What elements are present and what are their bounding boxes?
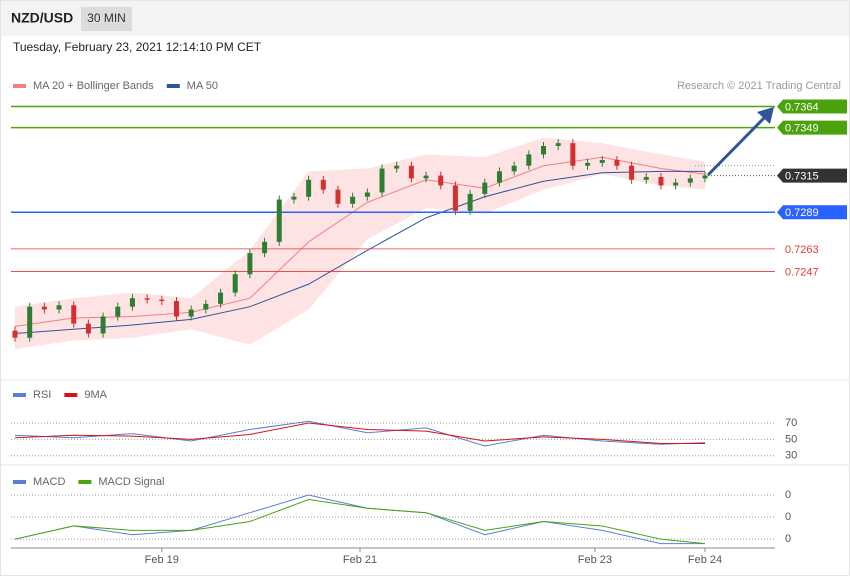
candle-body [41, 306, 47, 310]
candle-body [408, 165, 414, 179]
candle-body [12, 330, 18, 338]
legend-swatch [13, 480, 26, 484]
indicator-line [14, 498, 706, 545]
candle-body [379, 168, 385, 193]
candle-body [673, 182, 679, 186]
candle-body [100, 316, 106, 334]
price-label: 0.7315 [785, 170, 819, 182]
interval-button[interactable] [81, 7, 132, 31]
candle-body [555, 143, 561, 146]
x-tick-label: Feb 24 [688, 554, 722, 566]
timestamp: Tuesday, February 23, 2021 12:14:10 PM C… [13, 40, 262, 54]
legend-label: MACD [33, 476, 65, 488]
candle-body [394, 165, 400, 169]
candle-body [188, 309, 194, 317]
candle-body [570, 143, 576, 166]
x-tick-label: Feb 19 [145, 554, 179, 566]
candle-body [320, 179, 326, 190]
y-tick-label: 0 [785, 489, 791, 501]
legend-swatch [13, 393, 26, 397]
candle-body [643, 176, 649, 180]
price-label: 0.7289 [785, 207, 819, 219]
candle-body [599, 160, 605, 163]
price-label: 0.7349 [785, 123, 819, 135]
candle-body [467, 193, 473, 211]
y-tick-label: 50 [785, 433, 797, 445]
candle-body [438, 175, 444, 186]
legend-swatch [166, 84, 180, 88]
candle-body [291, 196, 297, 200]
candle-body [658, 176, 664, 186]
legend-label: MACD Signal [98, 476, 164, 488]
interval[interactable]: 30 MIN [87, 11, 126, 25]
price-label: 0.7364 [785, 101, 819, 113]
price-label: 0.7247 [785, 266, 819, 278]
candle-body [144, 298, 150, 300]
legend-swatch [78, 480, 92, 484]
candle-body [452, 185, 458, 211]
price-box [777, 205, 847, 220]
arrow-head [757, 107, 774, 124]
candle-body [85, 323, 91, 334]
candle-body [585, 162, 591, 166]
candle-body [496, 171, 502, 183]
price-box [777, 168, 847, 183]
candle-body [232, 274, 238, 293]
bollinger-band [15, 137, 705, 349]
candle-body [482, 182, 488, 194]
x-tick-label: Feb 21 [343, 554, 377, 566]
candle-body [526, 154, 532, 166]
y-tick-label: 70 [785, 417, 797, 429]
y-tick-label: 0 [785, 533, 791, 545]
indicator-line [14, 494, 705, 545]
symbol: NZD/USD [11, 10, 73, 26]
legend-label: 9MA [84, 389, 107, 401]
candle-body [276, 199, 282, 242]
indicator-line [14, 420, 706, 447]
y-tick-label: 30 [785, 450, 797, 462]
indicator-line [14, 422, 705, 444]
price-box [777, 120, 847, 135]
candle-body [56, 305, 62, 310]
header-bar [0, 0, 850, 36]
candle-body [541, 145, 547, 155]
candle-body [71, 305, 77, 324]
ma-line [14, 170, 705, 334]
legend-label: MA 50 [187, 80, 218, 92]
legend-label: MA 20 + Bollinger Bands [33, 80, 154, 92]
candle-body [629, 165, 635, 180]
candle-body [218, 292, 224, 304]
candle-body [687, 178, 693, 183]
candle-body [350, 196, 356, 204]
candle-body [27, 306, 33, 338]
legend-label: RSI [33, 389, 51, 401]
legend-swatch [13, 84, 26, 88]
price-box [777, 99, 847, 114]
candle-body [364, 192, 370, 197]
y-tick-label: 0 [785, 511, 791, 523]
candle-body [129, 298, 135, 307]
candle-body [306, 179, 312, 197]
candle-body [423, 175, 429, 179]
candle-body [173, 301, 179, 317]
candle-body [511, 165, 517, 172]
candle-body [262, 241, 268, 254]
candle-body [159, 299, 165, 302]
price-label: 0.7263 [785, 244, 819, 256]
legend-swatch [64, 393, 78, 397]
source: Research © 2021 Trading Central [677, 80, 841, 92]
candle-body [247, 253, 253, 275]
candle-body [702, 175, 708, 179]
candle-body [203, 303, 209, 310]
candle-body [335, 189, 341, 204]
candle-body [614, 160, 620, 166]
x-tick-label: Feb 23 [578, 554, 612, 566]
candle-body [115, 306, 121, 317]
forecast-arrow [706, 114, 768, 177]
